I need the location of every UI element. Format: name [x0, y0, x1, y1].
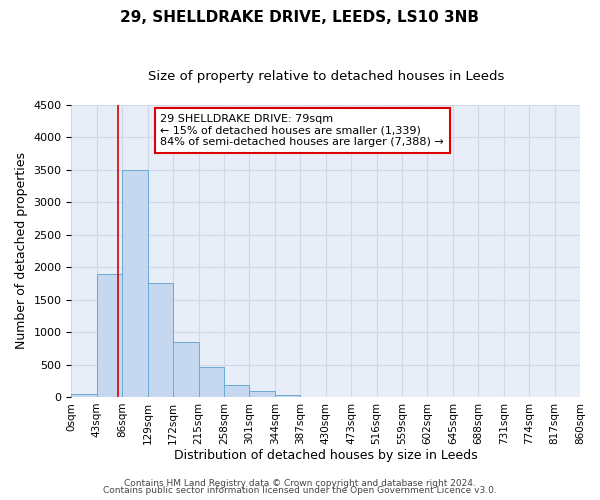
Y-axis label: Number of detached properties: Number of detached properties	[15, 152, 28, 350]
X-axis label: Distribution of detached houses by size in Leeds: Distribution of detached houses by size …	[174, 450, 478, 462]
Bar	[275, 394, 300, 397]
Text: 29, SHELLDRAKE DRIVE, LEEDS, LS10 3NB: 29, SHELLDRAKE DRIVE, LEEDS, LS10 3NB	[121, 10, 479, 25]
Text: Contains HM Land Registry data © Crown copyright and database right 2024.: Contains HM Land Registry data © Crown c…	[124, 478, 476, 488]
Bar	[224, 385, 250, 397]
Text: Contains public sector information licensed under the Open Government Licence v3: Contains public sector information licen…	[103, 486, 497, 495]
Bar	[71, 394, 97, 397]
Bar	[173, 342, 199, 397]
Bar	[97, 274, 122, 397]
Bar	[250, 391, 275, 397]
Bar	[199, 367, 224, 397]
Title: Size of property relative to detached houses in Leeds: Size of property relative to detached ho…	[148, 70, 504, 83]
Bar	[122, 170, 148, 397]
Bar	[148, 283, 173, 397]
Text: 29 SHELLDRAKE DRIVE: 79sqm
← 15% of detached houses are smaller (1,339)
84% of s: 29 SHELLDRAKE DRIVE: 79sqm ← 15% of deta…	[160, 114, 444, 147]
